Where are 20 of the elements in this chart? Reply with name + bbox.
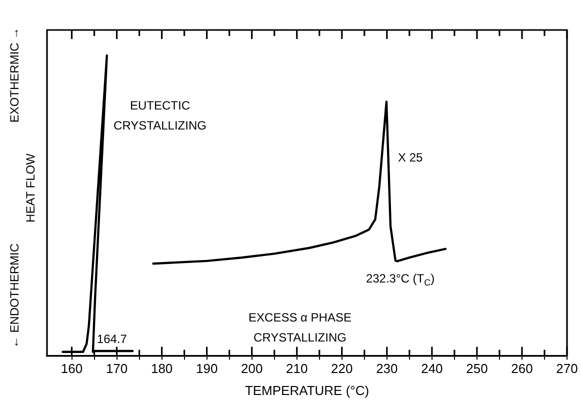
x-tick-label: 270: [556, 361, 578, 376]
x-tick-label: 260: [511, 361, 533, 376]
text: EXOTHERMIC →: [7, 27, 22, 123]
x-tick-label: 210: [286, 361, 308, 376]
x-tick-label: 240: [421, 361, 443, 376]
x-tick-label: 170: [106, 361, 128, 376]
x-axis-title: TEMPERATURE (°C): [244, 382, 370, 398]
annotation: 164.7: [96, 332, 128, 346]
x-tick-label: 160: [60, 361, 83, 376]
x-tick-label: 220: [331, 361, 353, 376]
x-tick-label: 230: [376, 361, 398, 376]
annotation: EUTECTIC CRYSTALLIZING: [114, 98, 206, 132]
y-axis-title: HEAT FLOW: [23, 152, 38, 222]
annotation: EXCESS α PHASE CRYSTALLIZING: [248, 310, 352, 344]
x-tick-label: 250: [466, 361, 488, 376]
annotation: X 25: [398, 150, 424, 164]
x-tick-label: 180: [150, 361, 173, 376]
x-tick-label: 190: [196, 361, 218, 376]
text: ← ENDOTHERMIC: [7, 243, 22, 348]
x-tick-label: 200: [240, 361, 263, 376]
